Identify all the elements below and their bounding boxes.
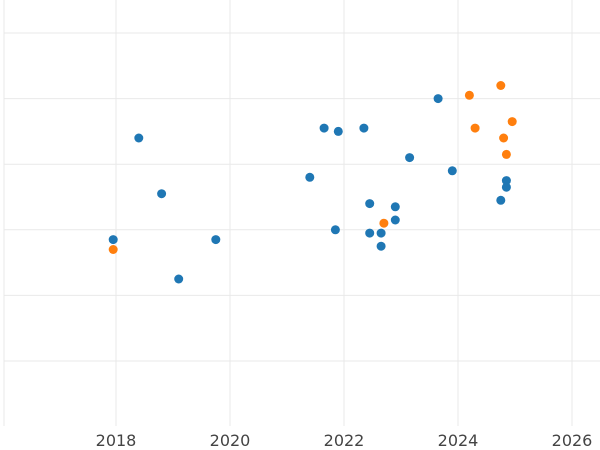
scatter-point-blue [108, 235, 118, 245]
scatter-point-blue [390, 202, 400, 212]
scatter-point-blue [447, 166, 457, 176]
tick-label-layer: 2018 2020 2022 2024 2026 [96, 431, 593, 450]
scatter-point-blue [365, 228, 375, 238]
scatter-point-blue [433, 94, 443, 104]
x-tick-label: 2024 [438, 431, 479, 450]
points-layer [108, 81, 517, 284]
scatter-point-blue [319, 123, 329, 133]
x-tick-label: 2020 [210, 431, 251, 450]
scatter-point-blue [376, 241, 386, 251]
scatter-point-blue [305, 172, 315, 182]
scatter-point-blue [390, 215, 400, 225]
scatter-point-orange [464, 90, 474, 100]
scatter-point-blue [134, 133, 144, 143]
scatter-point-blue [157, 189, 167, 199]
scatter-point-blue [376, 228, 386, 238]
scatter-point-blue [333, 126, 343, 136]
scatter-point-blue [501, 176, 511, 186]
scatter-point-orange [499, 133, 509, 143]
scatter-point-blue [359, 123, 369, 133]
scatter-point-orange [496, 81, 506, 90]
scatter-point-blue [501, 182, 511, 192]
scatter-point-blue [330, 225, 340, 235]
scatter-point-blue [365, 199, 375, 209]
scatter-point-blue [405, 153, 415, 163]
scatter-point-orange [501, 149, 511, 159]
x-tick-label: 2018 [96, 431, 137, 450]
x-tick-label: 2026 [552, 431, 593, 450]
x-tick-label: 2022 [324, 431, 365, 450]
scatter-point-blue [174, 274, 184, 284]
scatter-point-orange [507, 117, 517, 127]
scatter-point-blue [496, 195, 506, 205]
scatter-point-blue [211, 235, 221, 245]
scatter-point-orange [379, 218, 389, 228]
scatter-point-orange [108, 245, 118, 254]
grid-layer [4, 0, 600, 426]
scatter-point-orange [470, 123, 480, 133]
